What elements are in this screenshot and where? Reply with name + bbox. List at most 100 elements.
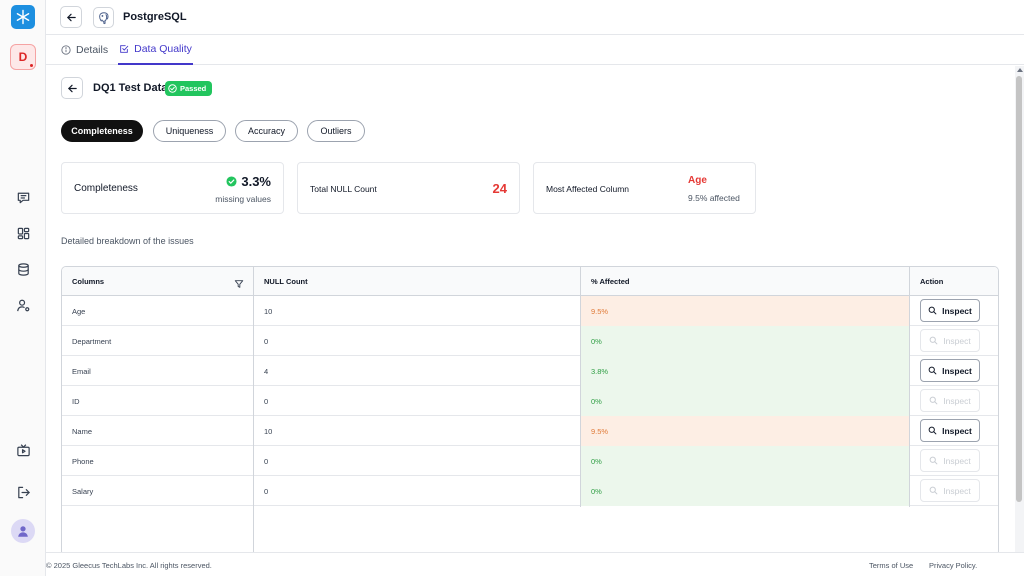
scroll-up-arrow[interactable] [1017,68,1023,72]
inspect-button[interactable]: Inspect [920,359,980,382]
cell-affected: 0% [581,326,909,356]
table-row: ID 0 0% Inspect [62,386,998,416]
user-settings-icon[interactable] [14,296,32,314]
cell-affected: 0% [581,446,909,476]
table-header: Columns NULL Count % Affected Action [62,267,998,296]
completeness-sub: missing values [215,194,271,204]
inspect-button: Inspect [920,329,980,352]
sidebar: D [0,0,46,576]
top-header: PostgreSQL [46,0,1024,35]
cell-affected: 0% [581,476,909,506]
null-count-label: Total NULL Count [310,184,377,194]
col-divider [909,267,910,507]
inspect-button[interactable]: Inspect [920,419,980,442]
cell-column: Email [72,366,91,376]
th-action: Action [920,277,944,286]
workspace-initial: D [18,50,28,64]
most-affected-card: Most Affected Column Age 9.5% affected [533,162,756,214]
cell-column: Phone [72,456,94,466]
checkbox-icon [120,45,129,53]
th-columns: Columns [72,277,105,286]
search-icon [929,336,938,345]
search-icon [928,306,937,315]
cell-column: Name [72,426,93,436]
copyright-text: © 2025 Gleecus TechLabs Inc. All rights … [46,561,212,570]
workspace-dot [30,64,33,67]
workspace-badge[interactable]: D [10,44,36,70]
avatar[interactable] [11,519,35,543]
inspect-label: Inspect [943,485,971,496]
scrollbar-thumb[interactable] [1016,76,1022,502]
chat-icon[interactable] [14,188,32,206]
search-icon [929,456,938,465]
footer: © 2025 Gleecus TechLabs Inc. All rights … [46,552,1024,576]
pill-uniqueness[interactable]: Uniqueness [153,120,226,142]
completeness-value: 3.3% [241,174,271,189]
table-row: Email 4 3.8% Inspect [62,356,998,386]
scrollbar[interactable] [1015,66,1024,552]
col-divider [580,267,581,507]
terms-link[interactable]: Terms of Use [869,561,914,570]
user-icon [18,526,28,537]
arrow-left-icon [67,84,77,92]
inspect-button[interactable]: Inspect [920,299,980,322]
table-row: Age 10 9.5% Inspect [62,296,998,326]
null-count-card: Total NULL Count 24 [297,162,520,214]
table-row: Phone 0 0% Inspect [62,446,998,476]
most-affected-label: Most Affected Column [546,184,629,194]
cell-null-count: 0 [264,336,269,346]
tab-details[interactable]: Details [61,35,111,65]
privacy-link[interactable]: Privacy Policy. [929,561,978,570]
search-icon [928,366,937,375]
search-icon [929,396,938,405]
completeness-card: Completeness 3.3% missing values [61,162,284,214]
tab-data-quality[interactable]: Data Quality [118,35,193,65]
cell-affected: 9.5% [581,296,909,326]
completeness-card-label: Completeness [74,183,138,194]
arrow-left-icon [66,13,76,21]
inspect-label: Inspect [942,365,972,376]
check-circle-icon [168,84,177,93]
issues-table: Columns NULL Count % Affected Action Age… [61,266,999,552]
inspect-button: Inspect [920,479,980,502]
cell-null-count: 0 [264,396,269,406]
breakdown-label: Detailed breakdown of the issues [61,236,194,246]
dashboard-icon[interactable] [14,224,32,242]
inspect-label: Inspect [942,425,972,436]
th-affected: % Affected [591,277,630,286]
logout-icon[interactable] [14,483,32,501]
th-null-count: NULL Count [264,277,308,286]
cell-null-count: 4 [264,366,269,376]
filter-icon[interactable] [234,276,245,288]
most-affected-value: Age [688,175,707,186]
search-icon [928,426,937,435]
null-count-value: 24 [492,181,507,196]
table-row: Name 10 9.5% Inspect [62,416,998,446]
cell-null-count: 0 [264,456,269,466]
cell-column: Department [72,336,112,346]
completeness-value-group: 3.3% [226,174,271,189]
col-divider [253,267,254,552]
cell-column: Age [72,306,86,316]
header-back-button[interactable] [60,6,82,28]
database-icon[interactable] [14,260,32,278]
inspect-button: Inspect [920,389,980,412]
dq-title: DQ1 Test Data [93,82,168,94]
check-circle-icon [226,176,237,187]
pill-outliers[interactable]: Outliers [307,120,365,142]
inspect-label: Inspect [943,335,971,346]
pill-completeness[interactable]: Completeness [61,120,143,142]
cell-null-count: 10 [264,426,273,436]
tab-details-label: Details [76,44,109,56]
tv-icon[interactable] [14,441,32,459]
cell-null-count: 10 [264,306,273,316]
cell-column: Salary [72,486,94,496]
inspect-label: Inspect [943,395,971,406]
pill-accuracy[interactable]: Accuracy [235,120,298,142]
postgres-logo-icon [93,7,114,28]
snowflake-icon [16,9,30,25]
dq-back-button[interactable] [61,77,83,99]
cell-affected: 3.8% [581,356,909,386]
page-title: PostgreSQL [123,11,187,23]
app-logo[interactable] [11,5,35,29]
